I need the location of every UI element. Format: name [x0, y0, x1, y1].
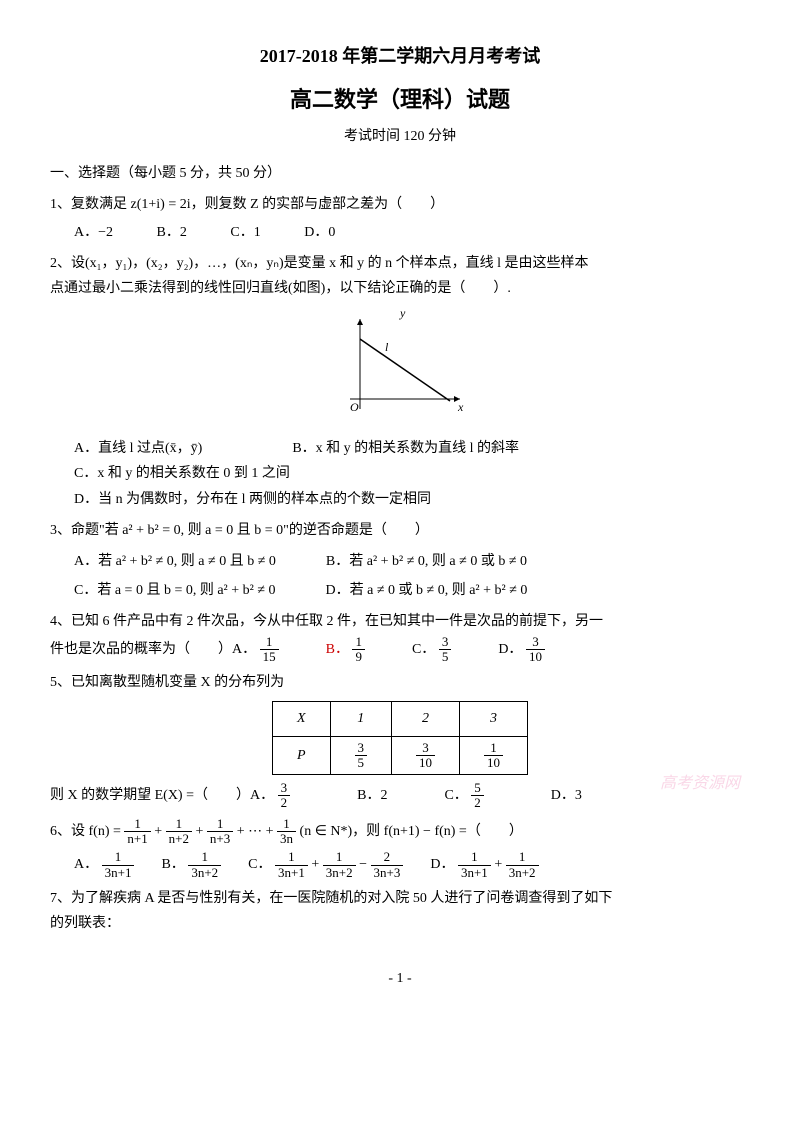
- q4-stem2-row: 件也是次品的概率为（ ）A． 115 B． 19 C． 35 D． 310: [50, 635, 750, 665]
- q7-stem-a: 7、为了解疾病 A 是否与性别有关，在一医院随机的对入院 50 人进行了问卷调查…: [50, 891, 612, 906]
- q6-options: A． 13n+1 B． 13n+2 C． 13n+1 + 13n+2 − 23n…: [50, 850, 750, 880]
- q3-options: A．若 a² + b² ≠ 0, 则 a ≠ 0 且 b ≠ 0 B．若 a² …: [50, 549, 750, 603]
- q3-opt-b: B．若 a² + b² ≠ 0, 则 a ≠ 0 或 b ≠ 0: [326, 549, 527, 574]
- question-7: 7、为了解疾病 A 是否与性别有关，在一医院随机的对入院 50 人进行了问卷调查…: [50, 886, 750, 936]
- q2-stem-b: 点通过最小二乘法得到的线性回归直线(如图)，以下结论正确的是（ ）.: [50, 281, 511, 296]
- q1-opt-a: A．−2: [74, 225, 113, 240]
- q1-options: A．−2 B．2 C．1 D．0: [50, 220, 750, 245]
- q1-opt-b: B．2: [157, 225, 187, 240]
- q5-p2: 310: [392, 736, 460, 775]
- svg-text:l: l: [385, 340, 389, 354]
- svg-text:O: O: [350, 400, 359, 414]
- q2-graph: l y x O: [50, 309, 750, 428]
- q5-th-1: 1: [330, 702, 392, 736]
- q1-opt-c: C．1: [230, 225, 260, 240]
- q5-th-x: X: [272, 702, 330, 736]
- q4-opt-d-label: D．: [498, 642, 522, 657]
- q5-table: X 1 2 3 P 35 310 110: [272, 701, 528, 775]
- question-4: 4、已知 6 件产品中有 2 件次品，今从中任取 2 件，在已知其中一件是次品的…: [50, 609, 750, 664]
- q4-stem2: 件也是次品的概率为（ ）A．: [50, 642, 256, 657]
- question-3: 3、命题"若 a² + b² = 0, 则 a = 0 且 b = 0"的逆否命…: [50, 518, 750, 604]
- title-main: 2017-2018 年第二学期六月月考考试: [50, 40, 750, 72]
- q5-opt-c-frac: 52: [471, 781, 484, 811]
- q4-opt-b-label: B．: [326, 642, 349, 657]
- q4-opt-c-frac: 35: [439, 635, 452, 665]
- question-1: 1、复数满足 z(1+i) = 2i，则复数 Z 的实部与虚部之差为（ ） A．…: [50, 192, 750, 244]
- q4-opt-d-frac: 310: [526, 635, 545, 665]
- q6-stem-row: 6、设 f(n) = 1n+1 + 1n+2 + 1n+3 + ⋯ + 13n …: [50, 817, 750, 847]
- exam-time: 考试时间 120 分钟: [50, 124, 750, 149]
- section-heading: 一、选择题（每小题 5 分，共 50 分）: [50, 161, 750, 186]
- q3-opt-d: D．若 a ≠ 0 或 b ≠ 0, 则 a² + b² ≠ 0: [326, 578, 528, 603]
- q5-post-row: 则 X 的数学期望 E(X) =（ ）A． 32 B．2 C． 52 D．3: [50, 781, 750, 811]
- q5-stem: 5、已知离散型随机变量 X 的分布列为: [50, 670, 750, 695]
- q5-opt-c-label: C．: [444, 788, 467, 803]
- q5-p1: 35: [330, 736, 392, 775]
- q2-opt-d: D．当 n 为偶数时，分布在 l 两侧的样本点的个数一定相同: [74, 487, 750, 512]
- q6-prefix: 6、设 f(n) =: [50, 824, 124, 839]
- q4-opt-a-frac: 115: [260, 635, 279, 665]
- q2-options: A．直线 l 过点(x̄，ȳ) B．x 和 y 的相关系数为直线 l 的斜率 C…: [50, 436, 750, 512]
- q6-opt-c-label: C．: [248, 857, 271, 872]
- watermark: 高考资源网: [660, 770, 740, 799]
- q3-opt-c: C．若 a = 0 且 b = 0, 则 a² + b² ≠ 0: [74, 578, 276, 603]
- q7-stem-b: 的列联表：: [50, 916, 120, 931]
- q4-stem: 4、已知 6 件产品中有 2 件次品，今从中任取 2 件，在已知其中一件是次品的…: [50, 609, 750, 634]
- svg-text:x: x: [457, 400, 464, 414]
- q5-p-label: P: [272, 736, 330, 775]
- q6-opt-b-label: B．: [161, 857, 184, 872]
- q5-opt-a-frac: 32: [278, 781, 291, 811]
- q5-post: 则 X 的数学期望 E(X) =（ ）A．: [50, 788, 274, 803]
- q5-th-3: 3: [460, 702, 528, 736]
- q3-opt-a: A．若 a² + b² ≠ 0, 则 a ≠ 0 且 b ≠ 0: [74, 549, 276, 574]
- question-5: 5、已知离散型随机变量 X 的分布列为 X 1 2 3 P 35 310 110…: [50, 670, 750, 811]
- page-number: - 1 -: [50, 966, 750, 991]
- question-6: 6、设 f(n) = 1n+1 + 1n+2 + 1n+3 + ⋯ + 13n …: [50, 817, 750, 880]
- q3-stem: 3、命题"若 a² + b² = 0, 则 a = 0 且 b = 0"的逆否命…: [50, 518, 750, 543]
- q5-opt-b: B．2: [357, 788, 387, 803]
- q2-opt-c: C．x 和 y 的相关系数在 0 到 1 之间: [74, 461, 750, 486]
- q4-opt-c-label: C．: [412, 642, 435, 657]
- q6-opt-a-label: A．: [74, 857, 98, 872]
- q5-th-2: 2: [392, 702, 460, 736]
- q5-p3: 110: [460, 736, 528, 775]
- q6-opt-d-label: D．: [430, 857, 454, 872]
- q4-opt-b-frac: 19: [352, 635, 365, 665]
- title-sub: 高二数学（理科）试题: [50, 80, 750, 120]
- question-2: 2、设(x₁，y₁)，(x₂，y₂)，…，(xₙ，yₙ)是变量 x 和 y 的 …: [50, 251, 750, 512]
- q2-stem-a: 2、设(x₁，y₁)，(x₂，y₂)，…，(xₙ，yₙ)是变量 x 和 y 的 …: [50, 256, 589, 271]
- svg-text:y: y: [399, 309, 406, 320]
- q1-stem: 1、复数满足 z(1+i) = 2i，则复数 Z 的实部与虚部之差为（ ）: [50, 197, 444, 212]
- q2-opt-a: A．直线 l 过点(x̄，ȳ): [74, 436, 202, 461]
- q1-opt-d: D．0: [304, 225, 335, 240]
- q2-opt-b: B．x 和 y 的相关系数为直线 l 的斜率: [292, 436, 519, 461]
- q5-opt-d: D．3: [551, 788, 582, 803]
- q6-mid: (n ∈ N*)，则 f(n+1) − f(n) =（ ）: [300, 824, 523, 839]
